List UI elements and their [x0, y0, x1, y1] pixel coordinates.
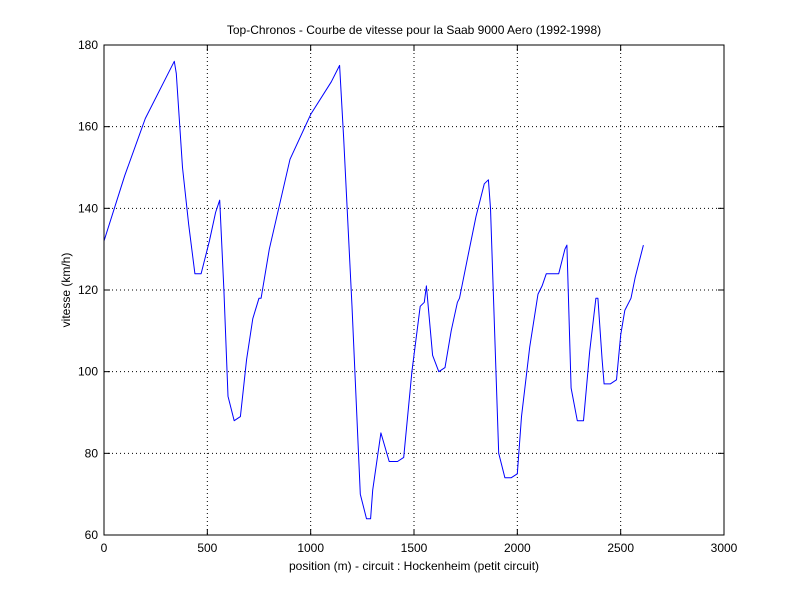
chart-title: Top-Chronos - Courbe de vitesse pour la …: [227, 23, 601, 37]
y-tick-label: 80: [85, 446, 99, 460]
y-tick-label: 100: [78, 365, 98, 379]
x-tick-label: 0: [101, 541, 108, 555]
series-layer: [103, 60, 644, 520]
x-tick-label: 2500: [607, 541, 634, 555]
y-tick-label: 120: [78, 283, 98, 297]
ticks: 0 500 1000 1500 2000 2500 3000 60 80 100 120 140 160…: [78, 38, 738, 555]
y-tick-label: 140: [78, 201, 98, 215]
grid: [104, 45, 724, 535]
x-tick-label: 1500: [401, 541, 428, 555]
speed-series-line: [103, 60, 644, 520]
x-tick-label: 2000: [504, 541, 531, 555]
y-tick-label: 180: [78, 38, 98, 52]
y-axis-label: vitesse (km/h): [59, 253, 73, 328]
y-tick-label: 160: [78, 120, 98, 134]
x-tick-label: 500: [197, 541, 217, 555]
y-tick-label: 60: [85, 528, 99, 542]
x-tick-label: 1000: [297, 541, 324, 555]
x-tick-label: 3000: [711, 541, 738, 555]
x-axis-label: position (m) - circuit : Hockenheim (pet…: [289, 559, 539, 573]
